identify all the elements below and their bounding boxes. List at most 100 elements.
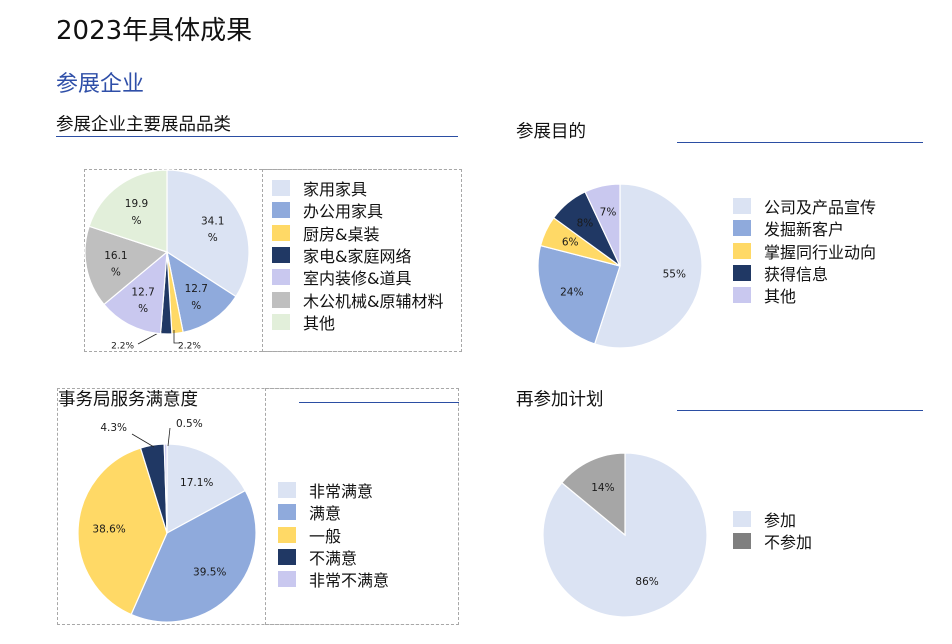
legend-swatch [733,242,751,259]
legend-label: 掌握同行业动向 [764,242,877,262]
legend-swatch [733,265,751,282]
legend-item: 不满意 [278,546,389,568]
data-label: 8% [577,218,594,230]
legend-item: 非常满意 [278,479,389,501]
data-label: 2.2% [111,342,134,352]
legend-swatch [733,198,751,215]
legend-item: 室内装修&道具 [272,266,443,288]
chart-title-satisfaction: 事务局服务满意度 [58,389,202,411]
legend-label: 厨房&桌装 [303,224,380,244]
legend-satisfaction: 非常满意 满意 一般 不满意非常不满意 [278,479,389,590]
legend-label: 公司及产品宣传 [764,198,877,218]
legend-item: 厨房&桌装 [272,222,443,244]
title-underline [56,136,458,137]
legend-label: 发掘新客户 [764,220,845,240]
title-underline [677,410,923,411]
legend-label: 办公用家具 [303,202,384,222]
data-label: 16.1% [104,250,127,279]
data-label: 2.2% [178,342,201,352]
legend-item: 办公用家具 [272,199,443,221]
legend-label: 室内装修&道具 [303,269,412,289]
data-label: 4.3% [100,422,127,434]
leader-line [167,427,171,447]
data-label: 12.7% [185,283,208,312]
data-label: 19.9% [125,198,148,227]
data-label: 0.5% [176,418,203,430]
legend-item: 非常不满意 [278,568,389,590]
legend-item: 其他 [272,311,443,333]
legend-item: 一般 [278,524,389,546]
legend-item: 家电&家庭网络 [272,244,443,266]
chart-title-categories: 参展企业主要展品品类 [56,115,231,135]
title-underline [299,402,459,403]
data-label: 14% [591,482,614,494]
legend-label: 不参加 [764,533,813,553]
legend-label: 非常满意 [309,482,374,502]
legend-item: 参加 [733,508,812,530]
legend-swatch [278,571,296,588]
pie-slice [166,443,247,535]
data-label: 34.1% [201,215,224,244]
legend-label: 一般 [309,526,342,546]
data-label: 38.6% [92,524,125,536]
pie-chart: 34.1 %12.7 %2.2%2.2%12.7 %16.1 %19.9% [84,169,250,352]
chart-title-purpose: 参展目的 [516,122,586,142]
legend-item: 木公机械&原辅材料 [272,288,444,311]
legend-label: 木公机械&原辅材料 [303,291,444,311]
data-label: 7% [600,206,617,218]
legend-swatch [272,291,290,308]
pie-chart: 55% 24% 6% 8% 7% [537,183,703,349]
data-label: 86% [635,576,658,588]
pie-chart: 17.1% 39.5% 38.6% 4.3% 0.5% [77,418,257,623]
pie-slice [130,489,257,623]
legend-swatch [272,202,290,219]
legend-item: 满意 [278,501,389,523]
legend-swatch [733,533,751,550]
legend-swatch [278,526,296,543]
title-underline [677,142,923,143]
data-label: 24% [560,287,583,299]
pie-slice [77,447,168,616]
legend-swatch [733,287,751,304]
legend-item: 家用家具 [272,177,443,199]
data-label: 55% [663,269,686,281]
legend-swatch [733,511,751,528]
legend-swatch [272,224,290,241]
data-label: 39.5% [193,566,226,578]
legend-frame [262,169,462,352]
legend-label: 满意 [309,504,342,524]
legend-purpose: 公司及产品宣传 发掘新客户 掌握同行业动向 获得信息 其他 [733,195,876,306]
legend-label: 获得信息 [764,265,829,285]
data-label: 6% [562,237,579,249]
legend-categories: 家用家具办公用家具 厨房&桌装 家电&家庭网络 室内装修&道具 木公机械&原辅材料 其他 [272,177,443,333]
legend-swatch [278,482,296,499]
legend-label: 非常不满意 [309,571,390,591]
legend-swatch [272,180,290,197]
legend-item: 发掘新客户 [733,217,876,239]
legend-label: 参加 [764,511,797,531]
legend-item: 获得信息 [733,262,876,284]
legend-swatch [272,313,290,330]
section-title: 参展企业 [56,72,145,97]
pie-slice [88,169,168,253]
pie-slice [593,183,703,349]
legend-item: 其他 [733,284,876,306]
legend-label: 其他 [764,287,797,307]
legend-item: 公司及产品宣传 [733,195,876,217]
legend-swatch [272,247,290,264]
legend-item: 掌握同行业动向 [733,240,876,262]
leader-line [131,433,155,448]
legend-label: 其他 [303,313,336,333]
legend-swatch [278,549,296,566]
legend-swatch [272,269,290,286]
pie-slice [560,452,626,537]
pie-slice [537,244,621,345]
legend-item: 不参加 [733,530,812,552]
chart-title-return-plan: 再参加计划 [516,390,604,410]
data-label: 17.1% [180,477,213,489]
pie-slice [166,250,237,334]
page-title: 2023年具体成果 [56,16,253,46]
pie-chart: 86% 14% [542,452,708,618]
pie-slice [103,250,168,335]
